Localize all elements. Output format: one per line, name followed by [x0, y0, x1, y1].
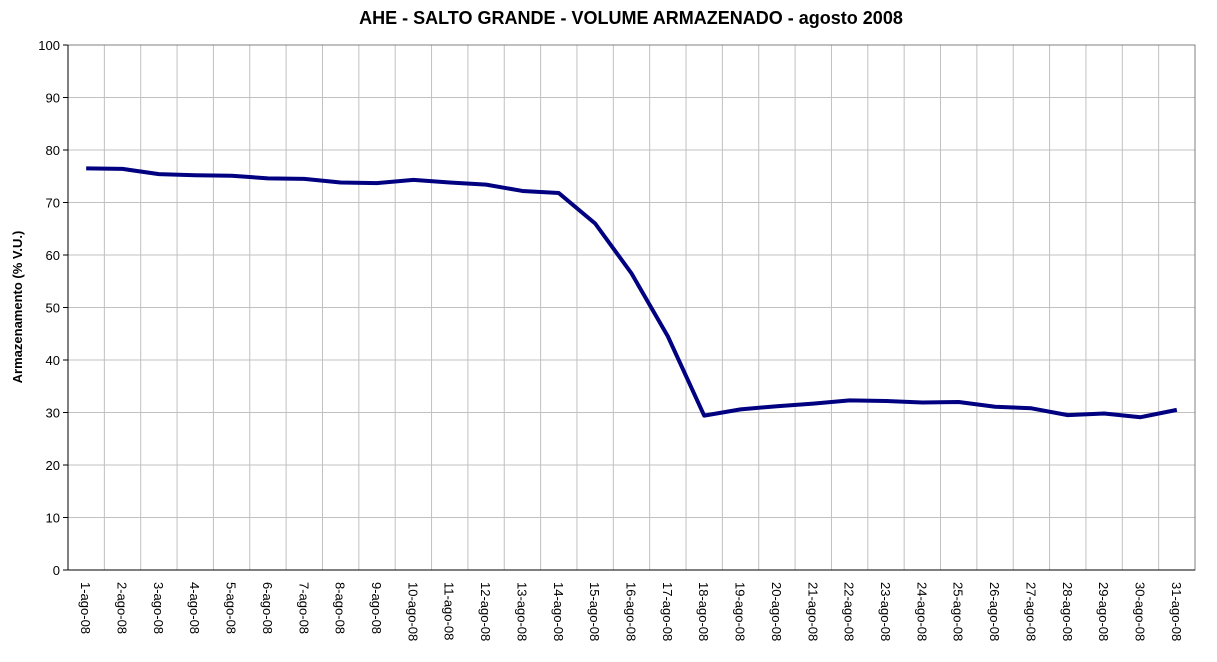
y-tick-label: 90	[46, 91, 60, 106]
x-tick-label: 24-ago-08	[914, 582, 929, 641]
x-tick-label: 10-ago-08	[405, 582, 420, 641]
x-tick-label: 22-ago-08	[842, 582, 857, 641]
x-tick-label: 12-ago-08	[478, 582, 493, 641]
x-tick-label: 13-ago-08	[514, 582, 529, 641]
x-tick-label: 2-ago-08	[115, 582, 130, 634]
x-tick-label: 19-ago-08	[733, 582, 748, 641]
x-tick-label: 31-ago-08	[1169, 582, 1184, 641]
y-tick-label: 70	[46, 196, 60, 211]
y-tick-label: 80	[46, 143, 60, 158]
x-tick-label: 4-ago-08	[187, 582, 202, 634]
x-tick-label: 9-ago-08	[369, 582, 384, 634]
y-tick-label: 100	[38, 38, 60, 53]
x-tick-label: 8-ago-08	[333, 582, 348, 634]
y-tick-label: 20	[46, 458, 60, 473]
x-tick-label: 18-ago-08	[696, 582, 711, 641]
y-tick-label: 60	[46, 248, 60, 263]
x-tick-label: 20-ago-08	[769, 582, 784, 641]
y-tick-label: 50	[46, 301, 60, 316]
x-tick-label: 26-ago-08	[987, 582, 1002, 641]
x-tick-label: 5-ago-08	[224, 582, 239, 634]
x-tick-label: 16-ago-08	[624, 582, 639, 641]
x-tick-label: 6-ago-08	[260, 582, 275, 634]
chart-title: AHE - SALTO GRANDE - VOLUME ARMAZENADO -…	[359, 8, 903, 28]
x-tick-label: 23-ago-08	[878, 582, 893, 641]
x-tick-label: 3-ago-08	[151, 582, 166, 634]
x-tick-label: 15-ago-08	[587, 582, 602, 641]
y-tick-label: 40	[46, 353, 60, 368]
x-tick-label: 1-ago-08	[78, 582, 93, 634]
x-tick-label: 21-ago-08	[805, 582, 820, 641]
y-tick-label: 30	[46, 406, 60, 421]
x-tick-label: 14-ago-08	[551, 582, 566, 641]
x-tick-label: 11-ago-08	[442, 582, 457, 640]
y-tick-label: 0	[53, 563, 60, 578]
x-tick-label: 17-ago-08	[660, 582, 675, 641]
x-tick-label: 28-ago-08	[1060, 582, 1075, 641]
x-tick-label: 7-ago-08	[296, 582, 311, 634]
x-tick-label: 29-ago-08	[1096, 582, 1111, 641]
x-tick-label: 25-ago-08	[951, 582, 966, 641]
x-tick-label: 27-ago-08	[1023, 582, 1038, 641]
series-line	[86, 166, 1178, 420]
x-tick-label: 30-ago-08	[1132, 582, 1147, 641]
y-tick-label: 10	[46, 511, 60, 526]
y-axis-label: Armazenamento (% V.U.)	[10, 231, 25, 384]
